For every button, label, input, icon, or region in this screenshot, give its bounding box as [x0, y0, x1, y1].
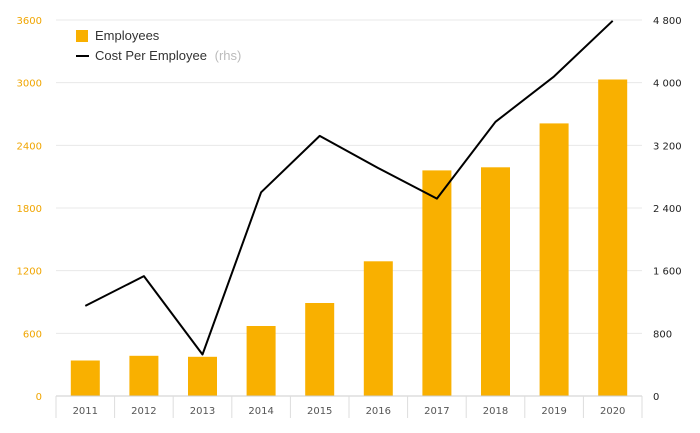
left-tick-label: 3600: [17, 16, 42, 27]
right-tick-label: 1 600: [653, 267, 682, 278]
x-tick-label: 2014: [248, 406, 273, 417]
left-tick-label: 2400: [17, 141, 42, 152]
bar-2017: [422, 170, 452, 396]
cost-per-employee-line: [84, 20, 614, 356]
x-axis-ticks: 2011 2012 2013 2014 2015 2016 2017 2018 2019 2020: [73, 406, 626, 417]
x-tick-label: 2018: [483, 406, 508, 417]
left-axis-ticks: 0 600 1200 1800 2400 3000 3600: [17, 16, 42, 403]
x-tick-label: 2011: [73, 406, 98, 417]
left-tick-label: 600: [23, 329, 42, 340]
gridlines: [56, 19, 642, 397]
right-tick-label: 2 400: [653, 204, 682, 215]
left-tick-label: 1800: [17, 204, 42, 215]
right-tick-label: 3 200: [653, 141, 682, 152]
x-tick-label: 2020: [600, 406, 625, 417]
x-tick-label: 2013: [190, 406, 215, 417]
legend: Employees Cost Per Employee (rhs): [76, 28, 241, 63]
x-tick-label: 2017: [424, 406, 449, 417]
x-tick-label: 2016: [366, 406, 391, 417]
bar-2018: [481, 167, 510, 396]
legend-swatch-employees: [76, 30, 88, 42]
line-series-cost-per-employee: [84, 20, 614, 356]
legend-label-rhs-suffix: (rhs): [215, 48, 242, 63]
right-tick-label: 4 000: [653, 79, 682, 90]
legend-label-cost-per-employee: Cost Per Employee (rhs): [95, 48, 241, 63]
right-tick-label: 0: [653, 392, 659, 403]
legend-label-employees: Employees: [95, 28, 160, 43]
bar-2015: [305, 303, 335, 396]
bar-2016: [363, 261, 393, 396]
x-tick-label: 2019: [541, 406, 566, 417]
right-tick-label: 4 800: [653, 16, 682, 27]
x-tick-label: 2012: [131, 406, 156, 417]
bar-2014: [246, 326, 276, 396]
left-tick-label: 1200: [17, 267, 42, 278]
left-tick-label: 3000: [17, 79, 42, 90]
bar-2013: [188, 356, 217, 396]
bar-2011: [70, 360, 100, 396]
bar-2012: [129, 355, 159, 396]
right-tick-label: 800: [653, 329, 672, 340]
axes: [55, 395, 643, 418]
left-tick-label: 0: [36, 392, 42, 403]
bar-2020: [598, 79, 628, 396]
x-tick-label: 2015: [307, 406, 332, 417]
bar-series-employees: [70, 79, 628, 397]
legend-label-cost-per-employee-name: Cost Per Employee: [95, 48, 207, 63]
bar-2019: [539, 123, 569, 397]
right-axis-ticks: 0 800 1 600 2 400 3 200 4 000 4 800: [653, 16, 682, 403]
